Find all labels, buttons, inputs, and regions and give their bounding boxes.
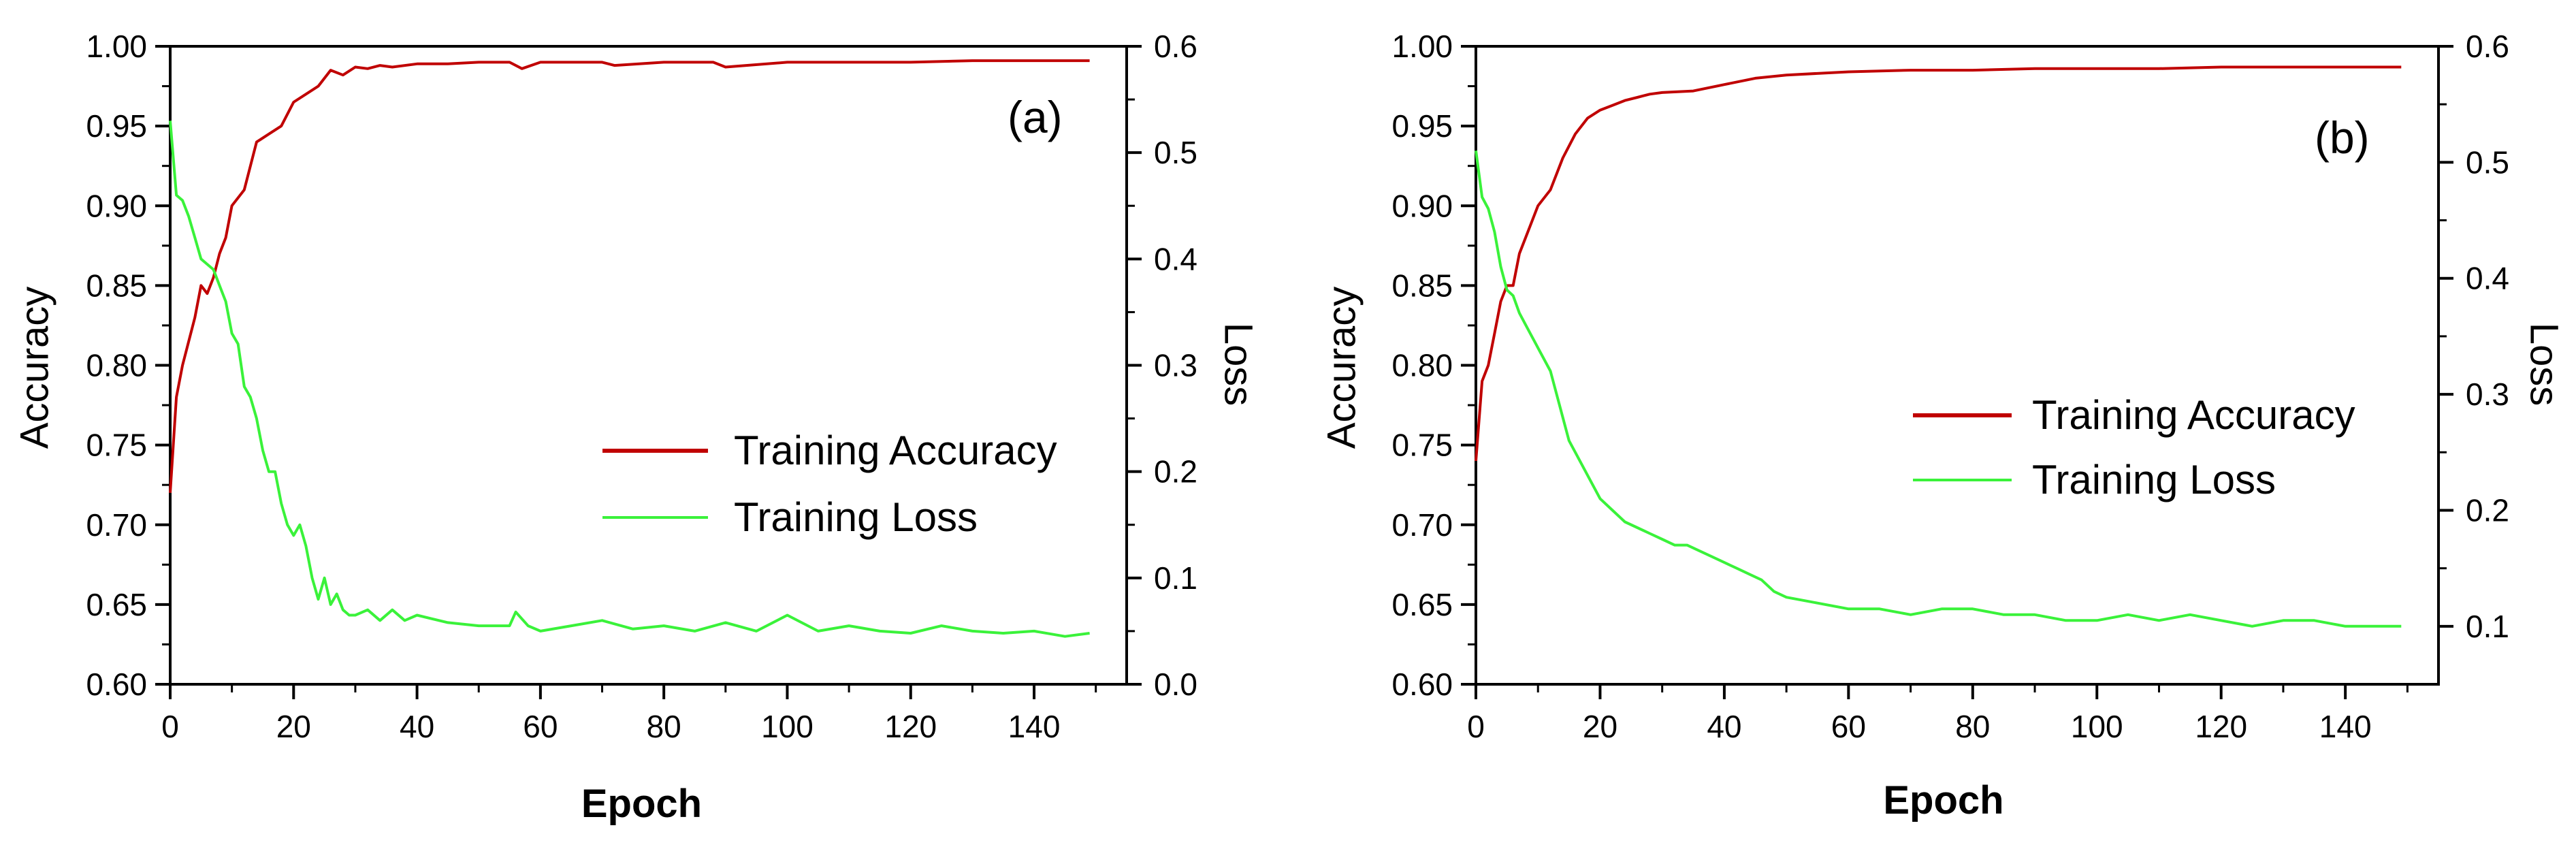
y-left-tick-label: 0.85	[1391, 268, 1453, 303]
x-tick-label: 80	[647, 709, 681, 744]
y-right-tick-label: 0.3	[1154, 348, 1197, 383]
x-tick-label: 0	[1467, 709, 1485, 744]
y-right-tick-label: 0.4	[1154, 241, 1197, 276]
y-axis-right-title: Loss	[2522, 323, 2566, 406]
y-left-tick-label: 0.85	[86, 268, 147, 303]
y-left-tick-label: 0.95	[1391, 108, 1453, 144]
accuracy-line	[169, 59, 1090, 494]
x-axis-title: Epoch	[581, 782, 702, 826]
x-tick-label: 140	[2319, 709, 2372, 744]
y-right-tick-label: 0.0	[1154, 667, 1197, 702]
y-left-tick-label: 0.75	[86, 428, 147, 463]
y-left-tick-label: 0.95	[86, 108, 147, 144]
x-tick-label: 0	[161, 709, 179, 744]
chart-panel-b: 0 20 40 60 80 100 120 140 0.60 0.65 0.70 0.75 0.80 0.…	[1319, 29, 2566, 822]
y-right-tick-label: 0.6	[1154, 29, 1197, 64]
y-right-tick-label: 0.5	[2466, 144, 2509, 180]
y-left-tick-label: 0.65	[1391, 587, 1453, 622]
x-tick-label: 80	[1955, 709, 1990, 744]
legend-label: Training Accuracy	[2032, 392, 2355, 438]
y-left-tick-label: 1.00	[1391, 29, 1453, 64]
y-left-tick-label: 0.90	[1391, 188, 1453, 223]
legend-label: Training Accuracy	[734, 428, 1057, 473]
y-axis-left-title: Accuracy	[12, 287, 57, 449]
y-axis-right-title: Loss	[1217, 323, 1261, 406]
x-tick-label: 140	[1008, 709, 1061, 744]
y-left-tick-label: 0.75	[1391, 428, 1453, 463]
x-tick-label: 60	[523, 709, 558, 744]
y-right-tick-label: 0.2	[1154, 454, 1197, 490]
legend: Training Accuracy Training Loss	[1913, 392, 2355, 502]
legend-label: Training Loss	[734, 494, 978, 540]
y-left-tick-label: 1.00	[86, 29, 147, 64]
x-tick-label: 40	[1707, 709, 1741, 744]
panel-label: (a)	[1008, 92, 1063, 142]
y-right-tick-label: 0.5	[1154, 135, 1197, 170]
y-left-tick-label: 0.90	[86, 188, 147, 223]
y-right-tick-label: 0.6	[2466, 29, 2509, 64]
y-right-tick-label: 0.3	[2466, 377, 2509, 412]
y-left-tick-label: 0.65	[86, 587, 147, 622]
y-left-tick-label: 0.80	[1391, 348, 1453, 383]
x-tick-label: 120	[884, 709, 937, 744]
x-tick-label: 100	[2071, 709, 2123, 744]
y-axis-left-title: Accuracy	[1319, 287, 1364, 449]
accuracy-line	[1475, 65, 2402, 462]
y-left-tick-label: 0.70	[1391, 507, 1453, 543]
loss-line	[169, 121, 1090, 638]
chart-panel-a: 0 20 40 60 80 100 120 140 0.60 0.65 0.70 0.75 0.80 0.…	[12, 29, 1260, 826]
y-right-tick-label: 0.1	[2466, 609, 2509, 644]
x-tick-label: 20	[276, 709, 311, 744]
legend: Training Accuracy Training Loss	[602, 428, 1057, 540]
y-right-tick-label: 0.1	[1154, 560, 1197, 596]
x-tick-label: 60	[1831, 709, 1866, 744]
x-axis-title: Epoch	[1883, 778, 2003, 822]
y-right-tick-label: 0.4	[2466, 261, 2509, 296]
x-tick-label: 120	[2195, 709, 2247, 744]
x-tick-label: 40	[400, 709, 434, 744]
y-left-tick-label: 0.60	[86, 667, 147, 702]
y-left-tick-label: 0.70	[86, 507, 147, 543]
x-tick-label: 100	[761, 709, 814, 744]
y-left-tick-label: 0.60	[1391, 667, 1453, 702]
panel-label: (b)	[2315, 112, 2370, 163]
legend-label: Training Loss	[2032, 457, 2276, 502]
x-tick-label: 20	[1583, 709, 1617, 744]
loss-line	[1475, 150, 2402, 628]
y-right-tick-label: 0.2	[2466, 492, 2509, 528]
y-left-tick-label: 0.80	[86, 348, 147, 383]
